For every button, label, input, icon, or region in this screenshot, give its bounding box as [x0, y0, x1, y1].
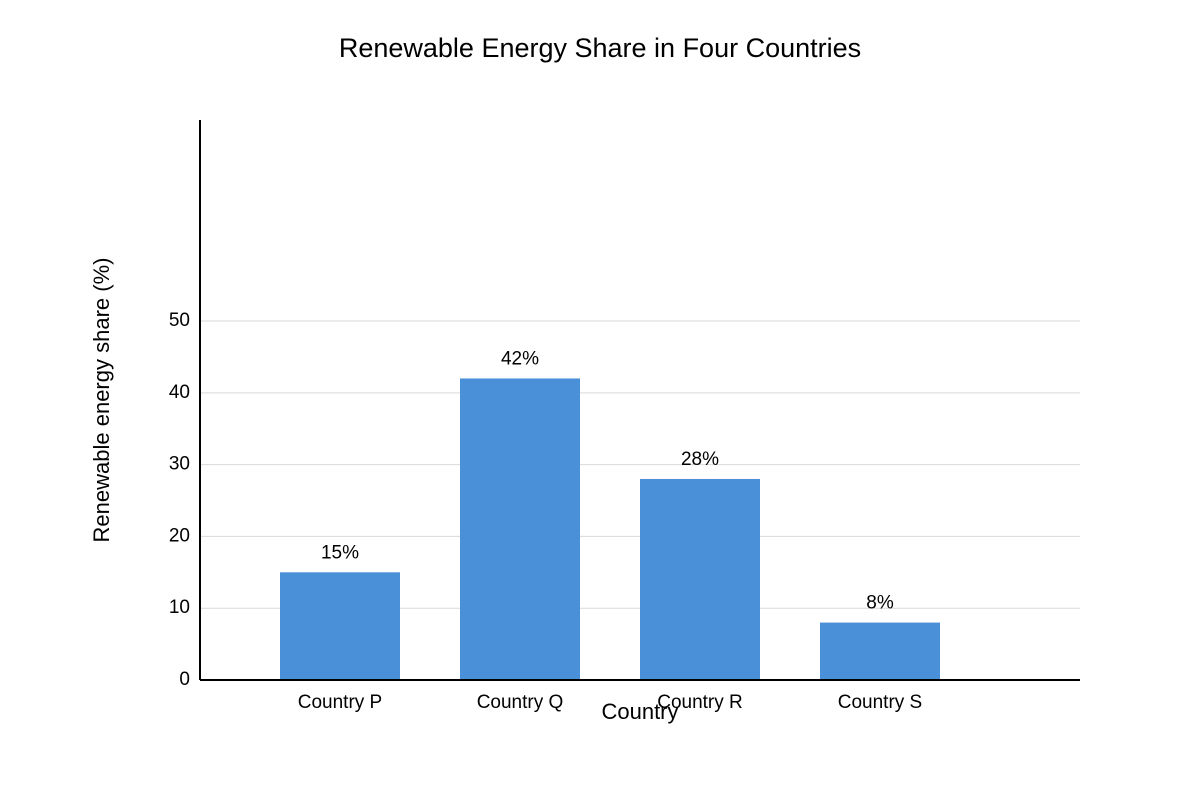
y-tick-label: 50: [169, 310, 190, 331]
value-label: 42%: [501, 348, 539, 369]
x-tick-label: Country R: [657, 692, 743, 713]
y-tick-label: 10: [169, 597, 190, 618]
bar: [820, 622, 940, 680]
bar: [280, 572, 400, 680]
y-tick-label: 30: [169, 454, 190, 475]
bar: [640, 478, 760, 680]
x-tick-label: Country Q: [477, 692, 564, 713]
y-tick-label: 40: [169, 382, 190, 403]
value-label: 15%: [321, 542, 359, 563]
x-tick-label: Country P: [298, 692, 382, 713]
y-tick-label: 0: [179, 669, 190, 690]
x-tick-label: Country S: [838, 692, 922, 713]
value-label: 28%: [681, 449, 719, 470]
y-tick-label: 20: [169, 525, 190, 546]
chart-title: Renewable Energy Share in Four Countries: [339, 33, 861, 63]
x-axis-title: Country: [601, 699, 678, 724]
bar: [460, 378, 580, 680]
value-label: 8%: [866, 593, 894, 614]
y-axis-title: Renewable energy share (%): [89, 258, 114, 543]
